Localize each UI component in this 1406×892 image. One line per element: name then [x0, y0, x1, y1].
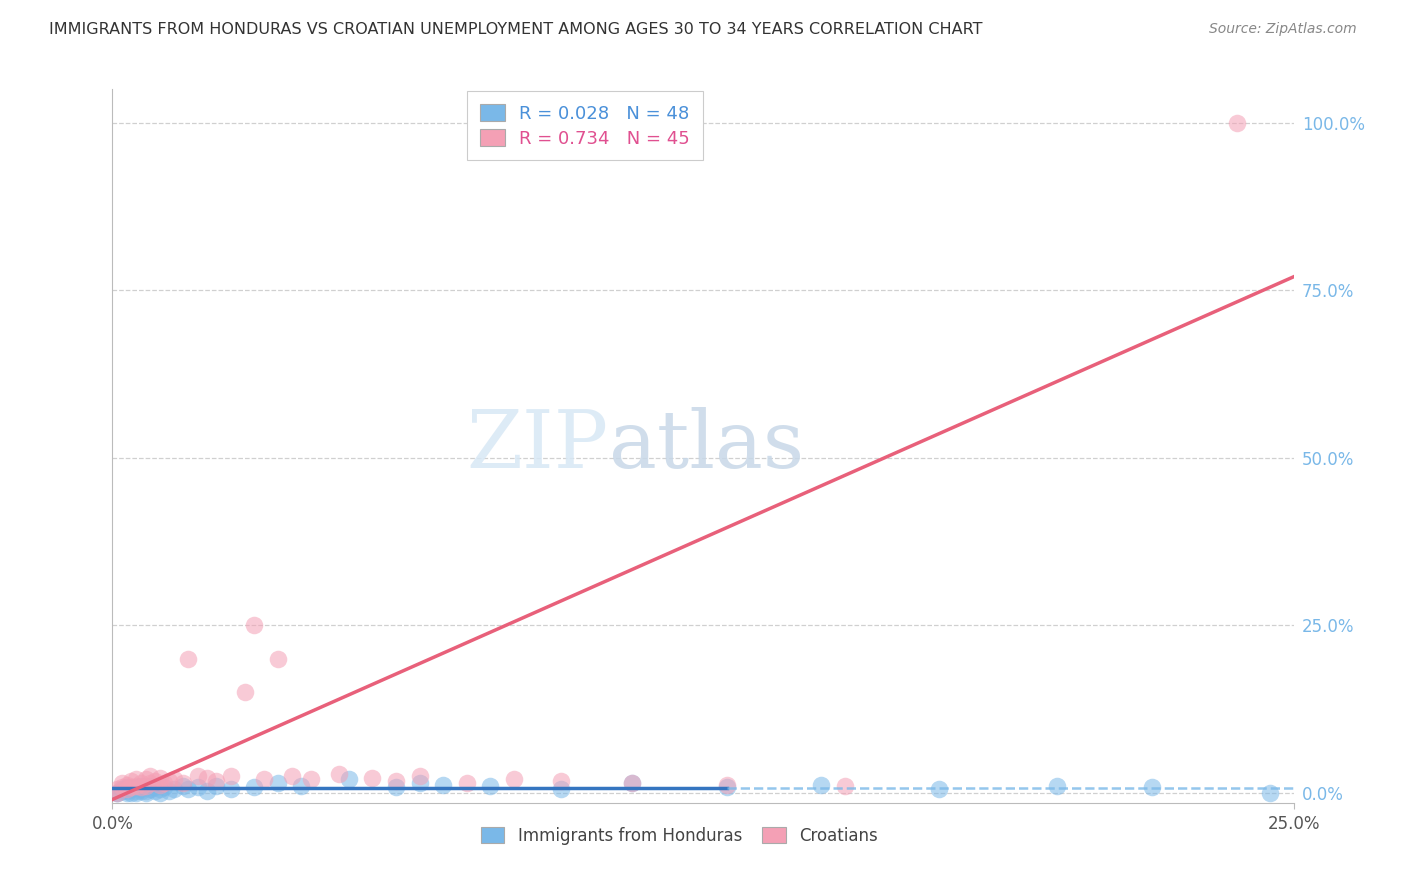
Point — [105, 786, 128, 800]
Point — [186, 780, 208, 795]
Text: ZIP: ZIP — [467, 407, 609, 485]
Point — [135, 772, 157, 787]
Point — [115, 782, 138, 797]
Point — [125, 783, 148, 797]
Legend: Immigrants from Honduras, Croatians: Immigrants from Honduras, Croatians — [471, 817, 887, 855]
Point — [550, 782, 572, 797]
Point — [143, 780, 166, 795]
Text: Source: ZipAtlas.com: Source: ZipAtlas.com — [1209, 22, 1357, 37]
Point — [111, 782, 134, 797]
Point — [810, 778, 832, 792]
Point — [172, 775, 194, 789]
Point — [205, 773, 228, 788]
Point — [105, 786, 128, 800]
Point — [834, 779, 856, 793]
Point — [281, 769, 304, 783]
Point — [1258, 786, 1281, 800]
Point — [115, 783, 138, 797]
Point — [267, 651, 290, 665]
Point — [456, 775, 478, 789]
Point — [163, 782, 186, 797]
Point — [243, 618, 266, 632]
Point — [186, 769, 208, 783]
Point — [139, 782, 162, 797]
Point — [716, 778, 738, 792]
Point — [219, 782, 242, 797]
Point — [125, 772, 148, 787]
Point — [139, 775, 162, 789]
Point — [328, 767, 350, 781]
Point — [129, 779, 152, 793]
Point — [177, 782, 200, 797]
Point — [139, 769, 162, 783]
Point — [408, 769, 430, 783]
Point — [105, 786, 128, 800]
Point — [290, 779, 312, 793]
Point — [243, 780, 266, 795]
Point — [149, 778, 172, 792]
Point — [337, 772, 360, 787]
Point — [385, 773, 408, 788]
Point — [125, 779, 148, 793]
Point — [479, 779, 502, 793]
Point — [172, 779, 194, 793]
Point — [115, 786, 138, 800]
Point — [129, 782, 152, 797]
Point — [111, 784, 134, 798]
Point — [153, 775, 176, 789]
Point — [621, 775, 644, 789]
Point — [149, 786, 172, 800]
Point — [253, 772, 276, 787]
Point — [129, 780, 152, 795]
Point — [115, 778, 138, 792]
Point — [205, 779, 228, 793]
Point — [550, 773, 572, 788]
Point — [157, 783, 180, 797]
Point — [135, 779, 157, 793]
Point — [111, 780, 134, 795]
Point — [149, 771, 172, 785]
Point — [129, 775, 152, 789]
Point — [135, 783, 157, 797]
Text: atlas: atlas — [609, 407, 804, 485]
Point — [120, 780, 142, 795]
Point — [621, 775, 644, 789]
Point — [361, 771, 384, 785]
Point — [105, 782, 128, 797]
Point — [143, 783, 166, 797]
Point — [125, 786, 148, 800]
Point — [195, 783, 218, 797]
Point — [163, 772, 186, 787]
Point — [177, 651, 200, 665]
Point — [432, 778, 454, 792]
Point — [1226, 116, 1249, 130]
Point — [135, 786, 157, 800]
Point — [503, 772, 526, 787]
Point — [120, 786, 142, 800]
Point — [125, 780, 148, 795]
Point — [716, 780, 738, 795]
Point — [1046, 779, 1069, 793]
Point — [267, 775, 290, 789]
Point — [115, 780, 138, 795]
Point — [157, 773, 180, 788]
Text: IMMIGRANTS FROM HONDURAS VS CROATIAN UNEMPLOYMENT AMONG AGES 30 TO 34 YEARS CORR: IMMIGRANTS FROM HONDURAS VS CROATIAN UNE… — [49, 22, 983, 37]
Point — [408, 775, 430, 789]
Point — [219, 769, 242, 783]
Point — [120, 773, 142, 788]
Point — [111, 775, 134, 789]
Point — [143, 773, 166, 788]
Point — [129, 784, 152, 798]
Point — [928, 782, 950, 797]
Point — [233, 685, 256, 699]
Point — [153, 780, 176, 795]
Point — [1140, 780, 1163, 795]
Point — [139, 779, 162, 793]
Point — [385, 780, 408, 795]
Point — [149, 782, 172, 797]
Point — [120, 782, 142, 797]
Point — [195, 771, 218, 785]
Point — [299, 772, 322, 787]
